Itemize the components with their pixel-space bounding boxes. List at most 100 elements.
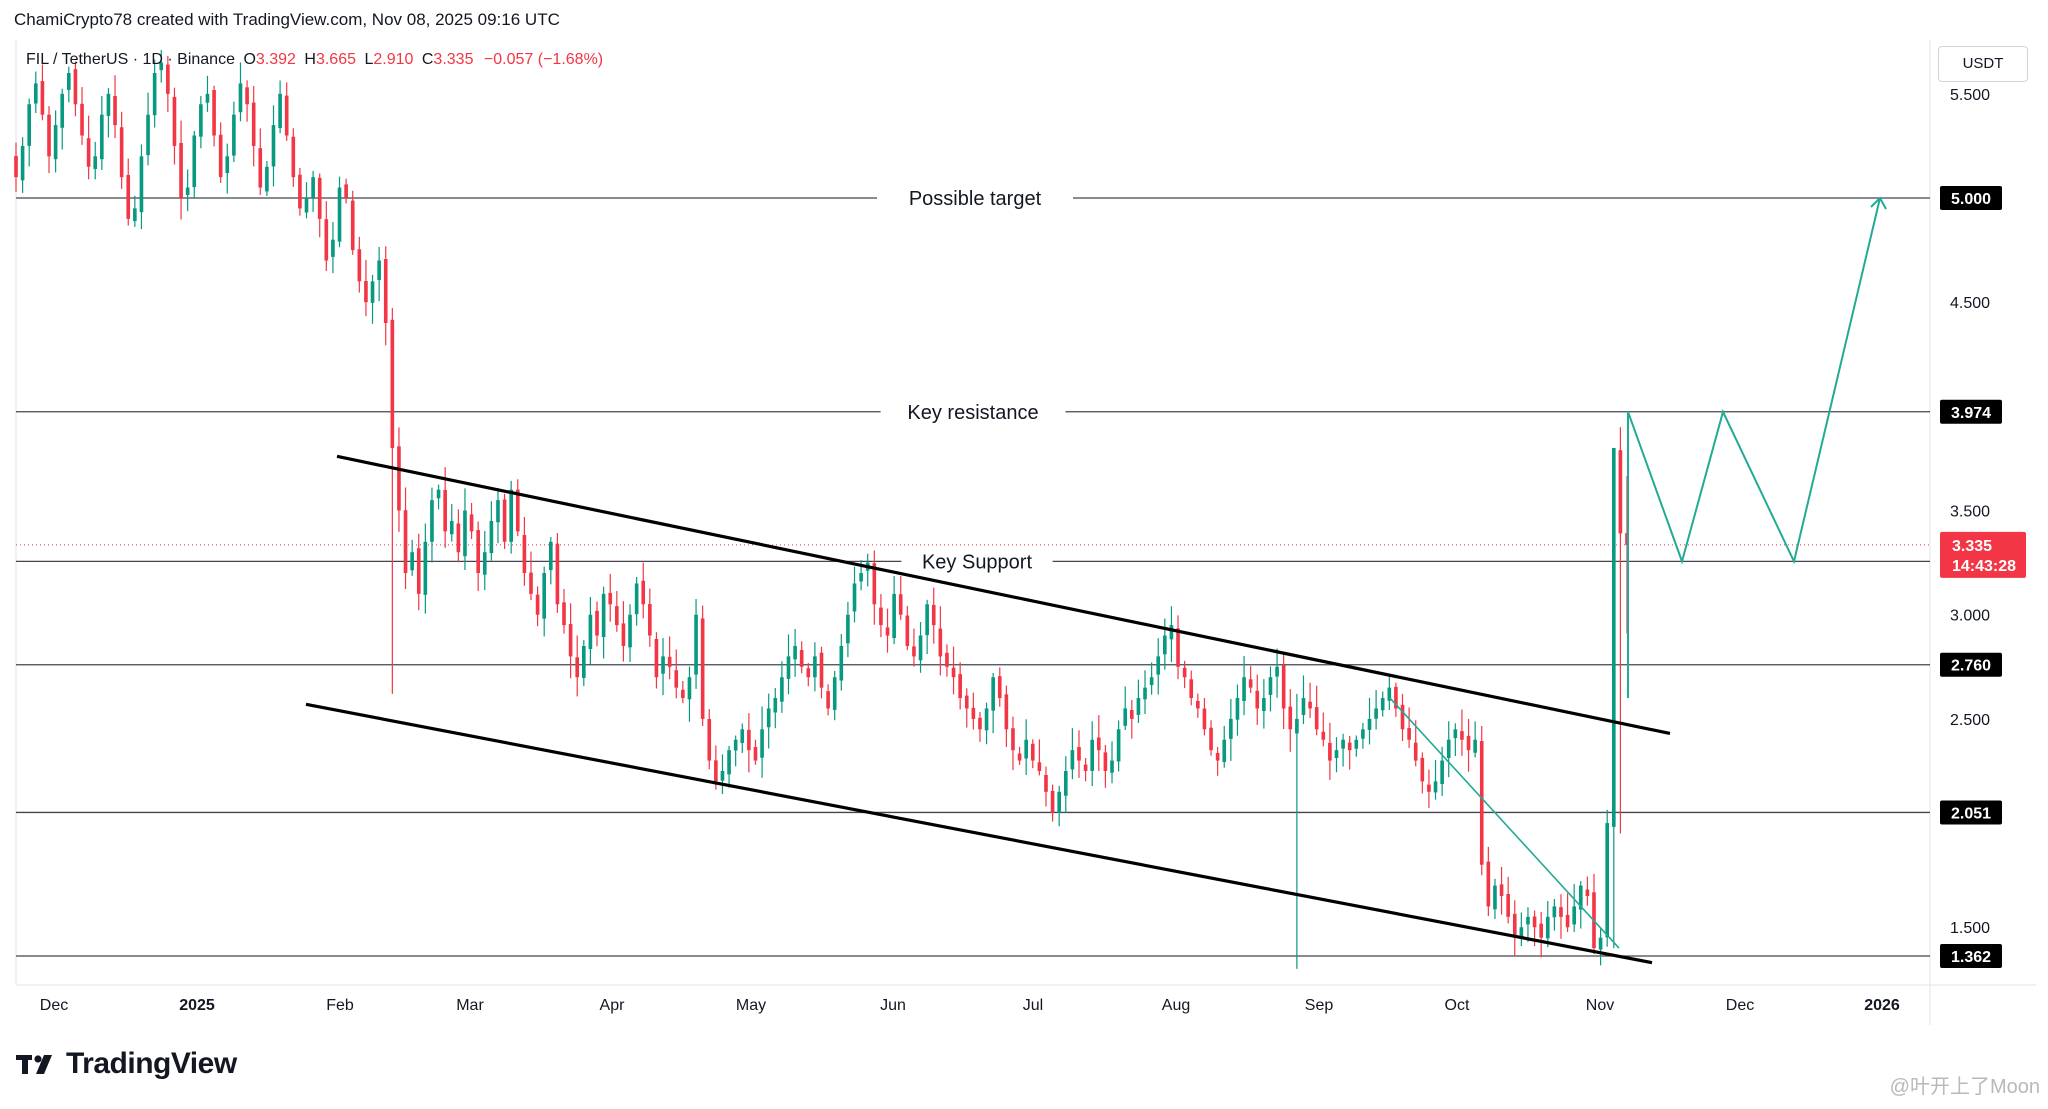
candle-body (766, 708, 771, 728)
symbol-name[interactable]: FIL / TetherUS · 1D · Binance (26, 51, 235, 68)
candle-body (271, 125, 276, 167)
tradingview-logo[interactable]: TradingView (16, 1047, 237, 1081)
candle-body (172, 96, 177, 146)
candle-body (872, 563, 877, 605)
candle-body (885, 627, 890, 636)
candle-body (344, 184, 348, 198)
candle-body (1209, 727, 1213, 751)
level-price-label: 2.760 (1951, 658, 1991, 675)
x-tick-label: 2026 (1864, 997, 1900, 1014)
candle-body (357, 249, 362, 282)
candle-body (733, 739, 738, 751)
candle-body (595, 610, 599, 636)
candle-body (978, 717, 982, 730)
candle-body (747, 729, 751, 751)
x-tick-label: Dec (40, 997, 68, 1014)
horizontal-levels[interactable]: Possible target 5.000 Key resistance 3.974 K… (16, 186, 2026, 968)
projection-path[interactable] (1627, 197, 1881, 699)
countdown-label: 14:43:28 (1952, 558, 2016, 575)
x-tick-label: Sep (1305, 997, 1334, 1014)
candle-body (1572, 906, 1576, 925)
candle-body (760, 729, 764, 758)
candle-body (192, 135, 197, 188)
currency-selector[interactable]: USDT (1938, 46, 2028, 82)
trendlines[interactable] (305, 196, 1887, 965)
candle-body (1255, 690, 1260, 709)
candle-body (852, 583, 857, 612)
candle-body (403, 510, 408, 574)
candle-body (1473, 739, 1477, 753)
candle-body (1222, 739, 1227, 762)
candle-body (1129, 710, 1134, 719)
candle-body (1242, 677, 1246, 702)
candle-body (1163, 635, 1167, 655)
x-tick-label: 2025 (179, 997, 215, 1014)
candle-body (964, 695, 969, 709)
candle-body (469, 514, 474, 532)
candle-body (991, 677, 995, 711)
candle-body (1169, 625, 1174, 640)
channel-upper-line[interactable] (336, 454, 1671, 736)
candle-body (86, 138, 91, 167)
candle-body (14, 155, 18, 178)
close-value: 3.335 (433, 51, 474, 68)
candle-body (562, 602, 566, 626)
candle-body (1123, 708, 1128, 726)
change-value: −0.057 (−1.68%) (483, 51, 604, 68)
candle-body (1321, 731, 1326, 740)
candle-body (370, 281, 375, 303)
candle-body (753, 747, 758, 761)
x-tick-label: Apr (600, 997, 626, 1014)
candle-body (687, 677, 692, 700)
candle-body (449, 520, 454, 535)
candle-body (1070, 750, 1075, 770)
candle-body (1545, 916, 1550, 939)
candle-body (350, 200, 355, 251)
level-price-tag (1940, 652, 2002, 677)
candle-body (80, 103, 84, 136)
candle-body (291, 136, 296, 178)
current-price-label: 3.335 (1952, 538, 1992, 555)
candle-body (1103, 752, 1108, 771)
candle-body (436, 489, 441, 499)
candle-body (938, 628, 943, 657)
candle-body (166, 64, 170, 94)
y-tick-label: 2.500 (1950, 712, 1990, 729)
candle-body (383, 259, 388, 324)
candle-body (1083, 764, 1088, 771)
candle-body (555, 543, 560, 605)
candle-body (727, 750, 731, 775)
price-axis[interactable]: 5.500 4.500 3.500 3.000 2.500 1.500 (1950, 87, 1990, 937)
candle-body (621, 623, 626, 646)
candle-body (1460, 731, 1464, 740)
candle-body (410, 552, 414, 571)
candle-body (826, 691, 830, 709)
candle-body (73, 69, 78, 105)
candle-body (984, 708, 989, 731)
level-annotation: Possible target (909, 188, 1042, 210)
candle-body (515, 489, 520, 532)
candle-body (100, 114, 104, 160)
candle-body (634, 583, 639, 615)
candle-body (1149, 677, 1154, 686)
candle-body (390, 319, 395, 449)
candle-body (1598, 937, 1603, 950)
candle-body (1176, 628, 1180, 667)
candle-body (33, 83, 38, 104)
channel-lower-line[interactable] (305, 702, 1653, 965)
candle-body (1361, 729, 1365, 739)
x-tick-label: Oct (1445, 997, 1470, 1014)
candle-body (47, 114, 51, 157)
candle-body (773, 698, 778, 713)
symbol-legend[interactable]: FIL / TetherUS · 1D · Binance O3.392 H3.… (26, 51, 603, 69)
candle-body (1341, 739, 1345, 749)
candle-body (1189, 679, 1194, 699)
time-axis[interactable]: Dec 2025 Feb Mar Apr May Jun Jul Aug Sep Oct Nov Dec… (40, 997, 1900, 1014)
candle-body (27, 104, 32, 146)
candle-body (1196, 700, 1200, 709)
candle-body (1486, 861, 1491, 907)
minor-downtrend-line[interactable] (1389, 697, 1620, 949)
projection-arrowhead (1870, 196, 1887, 210)
candle-body (615, 606, 619, 626)
